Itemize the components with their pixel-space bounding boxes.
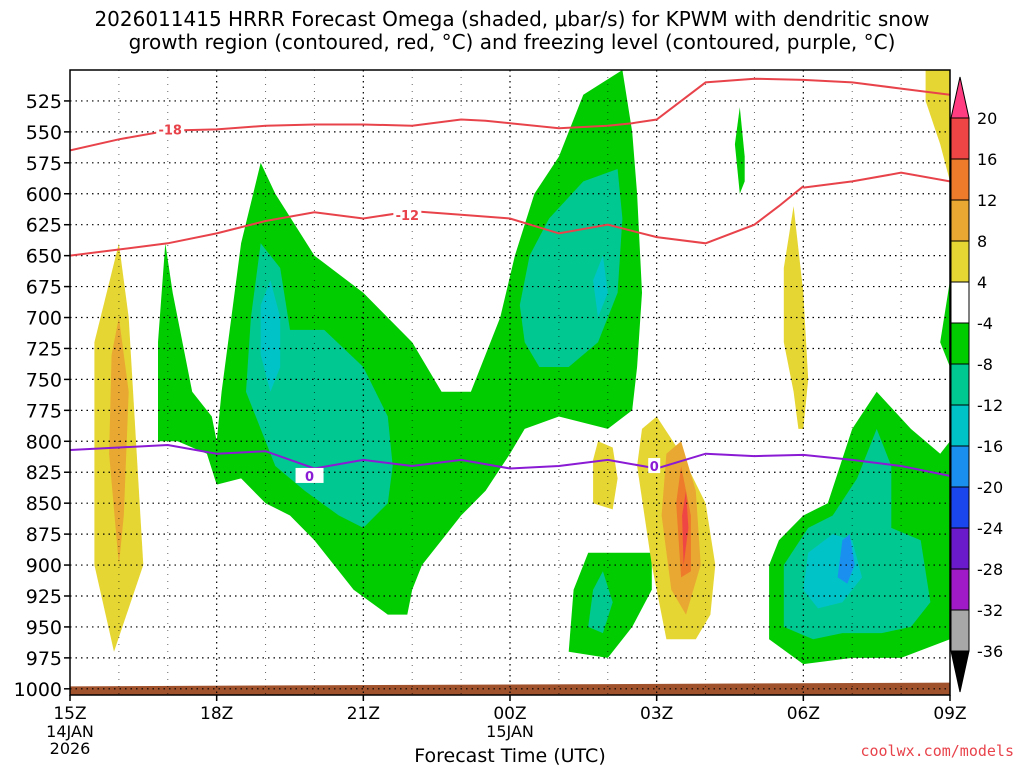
contour-labels: -18 -12 0 0 [156, 121, 661, 485]
y-tick-label-600: 600 [26, 184, 62, 206]
y-tick-label-675: 675 [26, 277, 62, 299]
y-tick-label-525: 525 [26, 91, 62, 113]
contour-label-2: -12 [396, 209, 420, 224]
colorbar-label-9: -20 [977, 478, 1003, 497]
colorbar-label-3: 8 [977, 232, 987, 251]
y-tick-label-875: 875 [26, 524, 62, 546]
colorbar-bin-12 [950, 568, 970, 611]
colorbar-label-10: -24 [977, 519, 1003, 538]
y-tick-label-725: 725 [26, 338, 62, 360]
chart-title: 2026011415 HRRR Forecast Omega (shaded, … [0, 8, 1024, 54]
colorbar-bin-9 [950, 445, 970, 488]
y-tick-label-900: 900 [26, 555, 62, 577]
contour-line-2 [70, 185, 804, 257]
x-sub-label-0-0: 14JAN [46, 722, 94, 741]
colorbar-label-8: -16 [977, 437, 1003, 456]
colorbar-bin-8 [950, 404, 970, 447]
colorbar-label-4: 4 [977, 273, 987, 292]
grid-lines [70, 70, 950, 695]
omega-region-17 [682, 490, 689, 565]
contour-label-bg-0 [156, 121, 185, 137]
contour-line-3 [70, 443, 950, 477]
omega-region-7 [734, 107, 745, 194]
y-tick-label-550: 550 [26, 122, 62, 144]
colorbar-label-12: -32 [977, 601, 1003, 620]
colorbar-label-0: 20 [977, 109, 997, 128]
omega-region-9 [925, 70, 950, 182]
title-line-1: 2026011415 HRRR Forecast Omega (shaded, … [94, 7, 930, 31]
colorbar-bin-7 [950, 363, 970, 406]
y-tick-label-650: 650 [26, 246, 62, 268]
x-tick-label-9: 00Z [493, 704, 526, 724]
y-tick-label-975: 975 [26, 648, 62, 670]
colorbar-bin-1 [950, 117, 970, 160]
colorbar-arrow-top [950, 76, 970, 119]
colorbar-bin-4 [950, 240, 970, 283]
colorbar-label-5: -4 [977, 314, 993, 333]
credit-link[interactable]: coolwx.com/models [860, 742, 1014, 760]
y-tick-label-825: 825 [26, 462, 62, 484]
colorbar-bin-11 [950, 527, 970, 570]
omega-region-2 [158, 70, 642, 615]
zero-label: 0 [650, 460, 659, 475]
x-tick-label-15: 06Z [787, 704, 820, 724]
zero-label-bg [648, 458, 661, 474]
colorbar-label-11: -28 [977, 560, 1003, 579]
x-tick-label-0: 15Z [53, 704, 86, 724]
y-tick-label-850: 850 [26, 493, 62, 515]
y-tick-label-925: 925 [26, 586, 62, 608]
contour-label-3: 0 [305, 470, 314, 485]
colorbar-bin-13 [950, 609, 970, 652]
axes: 525 550 575 600 625 650 675 700 725 750 775 800 825 8… [14, 69, 967, 758]
omega-region-11 [593, 441, 618, 510]
omega-region-6 [593, 255, 608, 318]
contour-label-0: -18 [158, 123, 182, 138]
colorbar-label-13: -36 [977, 642, 1003, 661]
contour-line-1 [803, 171, 950, 189]
colorbar-bin-10 [950, 486, 970, 529]
y-tick-label-700: 700 [26, 308, 62, 330]
y-tick-label-750: 750 [26, 369, 62, 391]
x-tick-label-18: 09Z [933, 704, 966, 724]
contour-lines [70, 77, 950, 477]
x-tick-label-6: 21Z [347, 704, 380, 724]
x-tick-label-3: 18Z [200, 704, 233, 724]
y-tick-label-1000: 1000 [14, 679, 62, 701]
contour-label-bg-3 [295, 467, 324, 483]
y-tick-label-800: 800 [26, 431, 62, 453]
omega-region-5 [519, 169, 623, 367]
y-tick-label-625: 625 [26, 215, 62, 237]
colorbar-bin-2 [950, 158, 970, 201]
x-tick-label-12: 03Z [640, 704, 673, 724]
omega-region-21 [837, 534, 855, 584]
colorbar-label-6: -8 [977, 355, 993, 374]
colorbar-label-2: 12 [977, 191, 997, 210]
omega-region-10 [940, 280, 950, 367]
colorbar-bin-5 [950, 281, 970, 324]
colorbar-label-7: -12 [977, 396, 1003, 415]
omega-region-13 [588, 571, 613, 634]
colorbar-bin-6 [950, 322, 970, 365]
x-axis-label: Forecast Time (UTC) [414, 745, 606, 767]
contour-line-0 [70, 77, 950, 152]
y-tick-label-950: 950 [26, 617, 62, 639]
x-sub-label-9-0: 15JAN [486, 722, 534, 741]
title-line-2: growth region (contoured, red, °C) and f… [128, 30, 896, 54]
x-sub-label-0-1: 2026 [50, 739, 91, 758]
colorbar: 20 16 12 8 4 -4 -8 -12 -16 -20 -24 -28 -32 -36 [950, 76, 1003, 693]
colorbar-bin-3 [950, 199, 970, 242]
y-tick-label-775: 775 [26, 400, 62, 422]
y-tick-label-575: 575 [26, 153, 62, 175]
colorbar-arrow-bottom [950, 650, 970, 693]
colorbar-label-1: 16 [977, 150, 997, 169]
contour-label-bg-2 [393, 206, 422, 222]
